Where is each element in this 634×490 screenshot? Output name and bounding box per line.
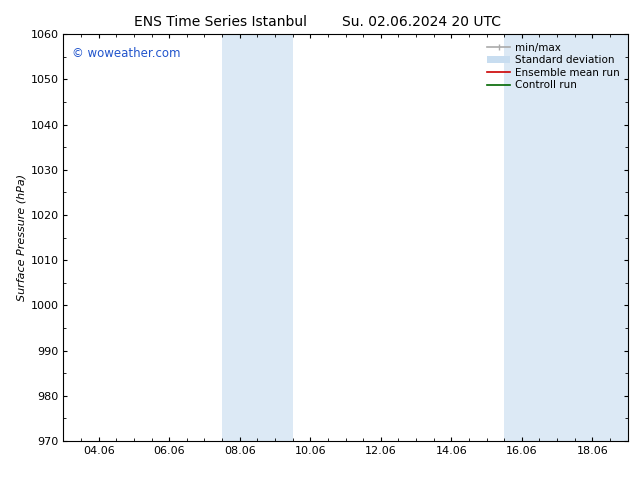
- Bar: [222, 34, 293, 441]
- Legend: min/max, Standard deviation, Ensemble mean run, Controll run: min/max, Standard deviation, Ensemble me…: [484, 40, 623, 94]
- Text: ENS Time Series Istanbul        Su. 02.06.2024 20 UTC: ENS Time Series Istanbul Su. 02.06.2024 …: [134, 15, 500, 29]
- Text: © woweather.com: © woweather.com: [72, 47, 180, 59]
- Bar: [504, 34, 628, 441]
- Y-axis label: Surface Pressure (hPa): Surface Pressure (hPa): [16, 174, 26, 301]
